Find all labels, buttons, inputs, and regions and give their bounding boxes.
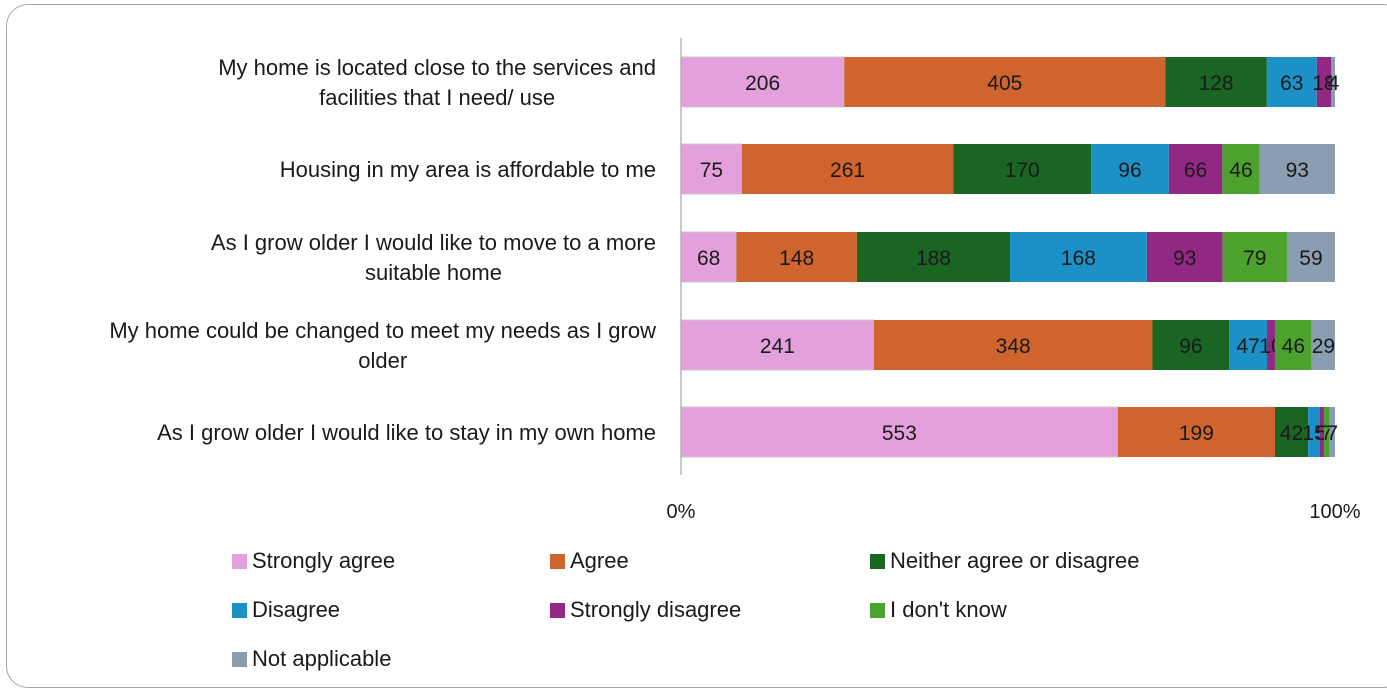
bar-disagree-row-1 bbox=[1266, 57, 1317, 107]
legend-label-not-applicable: Not applicable bbox=[252, 646, 392, 671]
bar-strongly-agree-row-3 bbox=[680, 231, 737, 283]
data-label-agree-row-1: 405 bbox=[987, 72, 1022, 95]
legend-swatch-agree bbox=[550, 553, 565, 569]
legend-swatch-dont-know bbox=[870, 602, 885, 618]
data-label-neither-agree-or-disagree-row-3: 188 bbox=[916, 247, 951, 270]
bar-strongly-disagree-row-3 bbox=[1146, 232, 1223, 282]
data-label-agree-row-2: 261 bbox=[830, 159, 865, 182]
bar-strongly-disagree-row-2 bbox=[1168, 144, 1223, 194]
category-label-3: As I grow older I would like to move to … bbox=[211, 230, 656, 285]
bar-not-applicable-row-2 bbox=[1259, 144, 1335, 194]
data-label-i-don-t-know-row-3: 79 bbox=[1243, 247, 1266, 270]
data-label-neither-agree-or-disagree-row-1: 128 bbox=[1199, 72, 1234, 95]
bar-strongly-agree-row-5 bbox=[680, 406, 1119, 458]
bar-agree-row-1 bbox=[844, 57, 1166, 107]
bar-strongly-disagree-row-4 bbox=[1266, 320, 1275, 370]
data-label-agree-row-5: 199 bbox=[1179, 422, 1214, 445]
legend-item-agree: Agree bbox=[550, 548, 629, 574]
legend-label-neither: Neither agree or disagree bbox=[890, 548, 1140, 573]
bar-agree-row-3 bbox=[736, 232, 857, 282]
bar-disagree-row-2 bbox=[1091, 144, 1169, 194]
legend-item-dont-know: I don't know bbox=[870, 597, 1007, 623]
legend-item-strongly-agree: Strongly agree bbox=[232, 548, 395, 574]
data-label-agree-row-3: 148 bbox=[779, 247, 814, 270]
data-label-not-applicable-row-5: 7 bbox=[1326, 422, 1338, 445]
legend-label-dont-know: I don't know bbox=[890, 597, 1007, 622]
legend-label-strongly-disagree: Strongly disagree bbox=[570, 597, 742, 622]
x-tick-label-100: 100% bbox=[1309, 501, 1360, 523]
bar-not-applicable-row-4 bbox=[1311, 320, 1335, 370]
data-label-strongly-agree-row-4: 241 bbox=[760, 335, 795, 358]
legend-label-disagree: Disagree bbox=[252, 597, 341, 622]
data-label-strongly-disagree-row-3: 93 bbox=[1173, 247, 1196, 270]
data-label-strongly-disagree-row-2: 66 bbox=[1184, 159, 1207, 182]
bar-neither-agree-or-disagree-row-1 bbox=[1165, 57, 1267, 107]
bar-i-don-t-know-row-4 bbox=[1274, 320, 1312, 370]
bar-agree-row-2 bbox=[741, 144, 954, 194]
legend-item-strongly-disagree: Strongly disagree bbox=[550, 597, 741, 623]
bar-strongly-disagree-row-1 bbox=[1316, 57, 1332, 107]
bar-neither-agree-or-disagree-row-4 bbox=[1152, 320, 1230, 370]
data-label-strongly-disagree-row-1: 18 bbox=[1312, 72, 1335, 95]
data-label-neither-agree-or-disagree-row-2: 170 bbox=[1005, 159, 1040, 182]
data-label-disagree-row-1: 63 bbox=[1280, 72, 1303, 95]
data-label-not-applicable-row-2: 93 bbox=[1286, 159, 1309, 182]
legend-item-disagree: Disagree bbox=[232, 597, 340, 623]
data-label-disagree-row-4: 47 bbox=[1236, 335, 1259, 358]
legend-label-strongly-agree: Strongly agree bbox=[252, 548, 396, 573]
bar-strongly-agree-row-4 bbox=[680, 319, 875, 371]
data-label-strongly-agree-row-2: 75 bbox=[700, 159, 723, 182]
bar-disagree-row-4 bbox=[1229, 320, 1267, 370]
data-label-disagree-row-2: 96 bbox=[1118, 159, 1141, 182]
bar-i-don-t-know-row-2 bbox=[1222, 144, 1260, 194]
bar-neither-agree-or-disagree-row-5 bbox=[1274, 407, 1309, 457]
data-label-disagree-row-5: 15 bbox=[1302, 422, 1325, 445]
legend-item-neither: Neither agree or disagree bbox=[870, 548, 1139, 574]
data-label-not-applicable-row-4: 29 bbox=[1312, 335, 1335, 358]
bar-disagree-row-5 bbox=[1308, 407, 1320, 457]
legend-item-not-applicable: Not applicable bbox=[232, 646, 391, 672]
bar-strongly-disagree-row-5 bbox=[1319, 407, 1324, 457]
legend-swatch-not-applicable bbox=[232, 651, 247, 667]
data-label-strongly-agree-row-5: 553 bbox=[882, 422, 917, 445]
data-label-disagree-row-3: 168 bbox=[1061, 247, 1096, 270]
data-label-i-don-t-know-row-5: 7 bbox=[1321, 422, 1333, 445]
legend-swatch-disagree bbox=[232, 602, 247, 618]
bar-agree-row-5 bbox=[1117, 407, 1275, 457]
data-label-strongly-disagree-row-5: 5 bbox=[1316, 422, 1328, 445]
data-label-strongly-agree-row-1: 206 bbox=[745, 72, 780, 95]
bar-agree-row-4 bbox=[873, 320, 1153, 370]
bar-i-don-t-know-row-5 bbox=[1323, 407, 1330, 457]
data-label-not-applicable-row-3: 59 bbox=[1299, 247, 1322, 270]
category-label-4: My home could be changed to meet my need… bbox=[109, 318, 656, 373]
data-label-not-applicable-row-1: 4 bbox=[1328, 72, 1340, 95]
bar-not-applicable-row-5 bbox=[1329, 407, 1335, 457]
data-label-neither-agree-or-disagree-row-5: 42 bbox=[1280, 422, 1303, 445]
category-label-1: My home is located close to the services… bbox=[218, 55, 656, 110]
data-label-i-don-t-know-row-1: 1 bbox=[1326, 72, 1338, 95]
x-tick-label-0: 0% bbox=[667, 501, 696, 523]
bar-i-don-t-know-row-3 bbox=[1222, 232, 1287, 282]
bar-strongly-agree-row-1 bbox=[680, 56, 845, 108]
legend-swatch-neither bbox=[870, 553, 885, 569]
chart-frame bbox=[6, 4, 1387, 688]
bar-not-applicable-row-1 bbox=[1331, 57, 1335, 107]
data-label-agree-row-4: 348 bbox=[996, 335, 1031, 358]
bar-neither-agree-or-disagree-row-3 bbox=[856, 232, 1011, 282]
bar-not-applicable-row-3 bbox=[1286, 232, 1335, 282]
data-label-strongly-agree-row-3: 68 bbox=[697, 247, 720, 270]
bar-neither-agree-or-disagree-row-2 bbox=[953, 144, 1092, 194]
data-label-i-don-t-know-row-4: 46 bbox=[1282, 335, 1305, 358]
legend-swatch-strongly-disagree bbox=[550, 602, 565, 618]
category-label-2: Housing in my area is affordable to me bbox=[280, 157, 656, 182]
data-label-neither-agree-or-disagree-row-4: 96 bbox=[1179, 335, 1202, 358]
bar-i-don-t-know-row-1 bbox=[1331, 57, 1332, 107]
legend-label-agree: Agree bbox=[570, 548, 629, 573]
data-label-i-don-t-know-row-2: 46 bbox=[1229, 159, 1252, 182]
bar-disagree-row-3 bbox=[1010, 232, 1147, 282]
category-label-5: As I grow older I would like to stay in … bbox=[157, 420, 656, 445]
legend-swatch-strongly-agree bbox=[232, 553, 247, 569]
